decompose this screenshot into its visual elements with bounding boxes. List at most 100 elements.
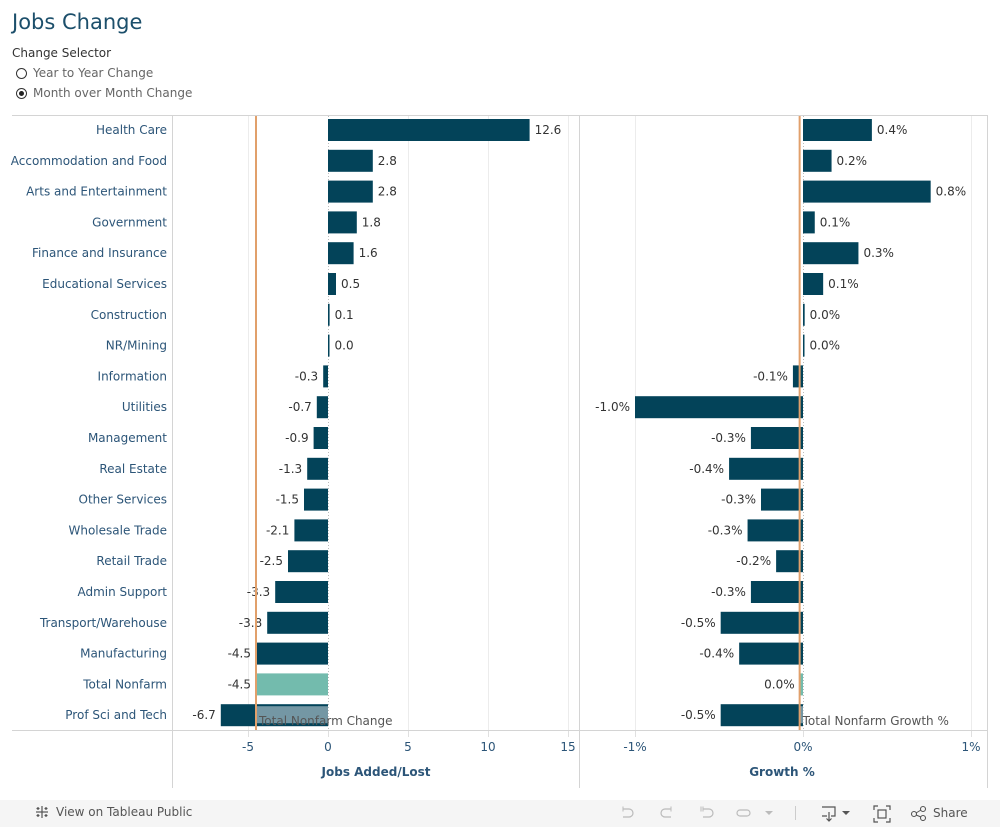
bar-value-label: -0.3% — [721, 493, 756, 507]
undo-icon[interactable] — [618, 805, 636, 821]
bar-value-label: -0.1% — [753, 369, 788, 383]
bar-other-services[interactable] — [304, 488, 328, 511]
x-tick-label: -1% — [623, 740, 646, 754]
download-dropdown-icon[interactable] — [841, 805, 851, 821]
bar-value-label: -2.5 — [260, 554, 283, 568]
bar-admin-support[interactable] — [750, 581, 803, 603]
category-label: Utilities — [122, 400, 167, 414]
redo-icon[interactable] — [658, 805, 676, 821]
bar-health-care[interactable] — [328, 119, 530, 141]
bar-value-label: -3.3 — [247, 585, 270, 599]
bar-construction[interactable] — [328, 303, 330, 326]
bar-value-label: -4.5 — [228, 647, 251, 661]
dashboard-title: Jobs Change — [12, 10, 143, 34]
radio-month-over-month[interactable]: Month over Month Change — [16, 86, 192, 100]
bar-arts-and-entertainment[interactable] — [803, 180, 931, 203]
bar-accommodation-and-food[interactable] — [803, 149, 832, 172]
bar-retail-trade[interactable] — [288, 550, 328, 573]
bar-finance-and-insurance[interactable] — [328, 242, 354, 265]
bar-value-label: 12.6 — [535, 123, 562, 137]
bar-admin-support[interactable] — [275, 581, 328, 603]
bar-value-label: -0.7 — [288, 400, 311, 414]
view-on-tableau-link[interactable]: View on Tableau Public — [34, 804, 192, 820]
radio-circle-selected-icon — [16, 87, 27, 99]
bar-value-label: 1.6 — [359, 246, 378, 260]
refresh-icon[interactable] — [735, 805, 753, 821]
bar-information[interactable] — [792, 365, 803, 388]
bar-wholesale-trade[interactable] — [747, 519, 803, 542]
category-label: Finance and Insurance — [32, 246, 167, 260]
x-tick-label: 10 — [480, 740, 495, 754]
x-axis-title-growth: Growth % — [749, 765, 815, 779]
bar-government[interactable] — [328, 211, 357, 234]
bar-management[interactable] — [750, 427, 803, 449]
bar-value-label: -1.3 — [279, 462, 302, 476]
tableau-logo-icon — [36, 806, 48, 818]
bar-other-services[interactable] — [761, 488, 803, 511]
bar-transport-warehouse[interactable] — [720, 611, 803, 634]
radio-circle-icon — [16, 67, 27, 79]
bar-value-label: 0.0 — [335, 339, 354, 353]
bar-educational-services[interactable] — [803, 273, 824, 295]
bar-transport-warehouse[interactable] — [267, 611, 328, 634]
bar-information[interactable] — [323, 365, 328, 388]
bar-utilities[interactable] — [316, 396, 328, 419]
bar-value-label: 2.8 — [378, 185, 397, 199]
bar-prof-sci-and-tech[interactable] — [220, 704, 328, 727]
category-label: Retail Trade — [96, 554, 167, 568]
bar-value-label: -6.7 — [192, 708, 215, 722]
bar-government[interactable] — [803, 211, 815, 234]
revert-icon[interactable] — [698, 805, 716, 821]
bar-value-label: 0.1 — [335, 308, 354, 322]
bar-value-label: 0.1% — [828, 277, 859, 291]
bar-prof-sci-and-tech[interactable] — [720, 704, 803, 727]
bar-manufacturing[interactable] — [739, 642, 803, 665]
bar-educational-services[interactable] — [328, 273, 336, 295]
bar-wholesale-trade[interactable] — [294, 519, 328, 542]
reference-label-bg — [256, 706, 328, 724]
fullscreen-icon[interactable] — [873, 805, 891, 823]
category-label: Government — [92, 215, 167, 229]
bar-management[interactable] — [313, 427, 328, 449]
bar-value-label: 0.5 — [341, 277, 360, 291]
bar-total-nonfarm[interactable] — [256, 673, 328, 696]
category-label: Construction — [91, 308, 167, 322]
bar-value-label: -0.3% — [708, 523, 743, 537]
bar-nr-mining[interactable] — [328, 334, 330, 357]
share-button[interactable]: Share — [910, 805, 968, 821]
category-label: Real Estate — [99, 462, 167, 476]
category-label: Total Nonfarm — [82, 677, 167, 691]
category-label: Accommodation and Food — [11, 154, 167, 168]
bar-value-label: 0.1% — [820, 215, 851, 229]
bar-value-label: 0.3% — [863, 246, 894, 260]
bar-retail-trade[interactable] — [776, 550, 803, 573]
refresh-dropdown-icon[interactable] — [764, 805, 774, 821]
category-label: Other Services — [79, 493, 168, 507]
bar-arts-and-entertainment[interactable] — [328, 180, 373, 203]
bar-construction[interactable] — [803, 303, 805, 326]
bar-utilities[interactable] — [635, 396, 803, 419]
bar-value-label: 0.0% — [810, 339, 841, 353]
download-icon[interactable] — [820, 805, 838, 823]
x-tick-label: -5 — [242, 740, 254, 754]
category-label: Educational Services — [42, 277, 167, 291]
bar-value-label: 0.2% — [837, 154, 868, 168]
category-label: Wholesale Trade — [68, 523, 167, 537]
bar-value-label: -0.5% — [681, 708, 716, 722]
bar-value-label: 2.8 — [378, 154, 397, 168]
bar-health-care[interactable] — [803, 119, 872, 141]
bar-value-label: -0.3% — [711, 431, 746, 445]
radio-year-to-year[interactable]: Year to Year Change — [16, 66, 153, 80]
bar-total-nonfarm[interactable] — [799, 673, 803, 696]
bar-nr-mining[interactable] — [803, 334, 805, 357]
bar-real-estate[interactable] — [307, 457, 328, 480]
share-icon — [910, 805, 927, 821]
bar-manufacturing[interactable] — [256, 642, 328, 665]
reference-label-bg — [799, 706, 805, 724]
bar-accommodation-and-food[interactable] — [328, 149, 373, 172]
bar-real-estate[interactable] — [729, 457, 803, 480]
x-axis-title-jobs: Jobs Added/Lost — [321, 765, 431, 779]
bar-finance-and-insurance[interactable] — [803, 242, 859, 265]
bar-value-label: -3.8 — [239, 616, 262, 630]
change-selector-label: Change Selector — [12, 46, 112, 60]
